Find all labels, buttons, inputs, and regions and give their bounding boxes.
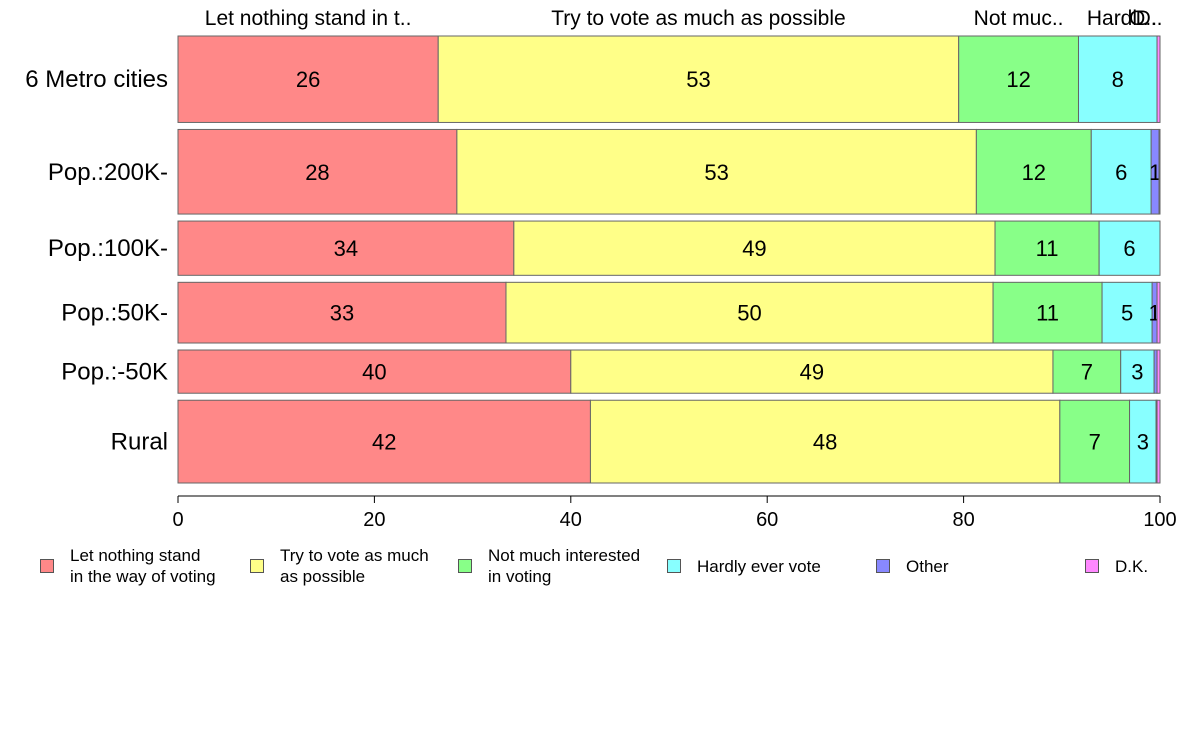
bar-segment (994, 220, 1100, 276)
segment-top-labels: Let nothing stand in t.. Try to vote as m… (205, 7, 1163, 30)
data-label: 6 (1123, 236, 1135, 261)
bar-segment (513, 220, 996, 276)
bar-segment (992, 281, 1103, 344)
segment-top-label: D.. (1136, 7, 1163, 30)
bar-segment (456, 128, 977, 215)
data-label: 33 (330, 301, 354, 326)
bar-row: 28 53 12 6 1 Pop.:200K- (48, 128, 1161, 215)
bar-segment (1120, 349, 1155, 394)
legend-swatch (876, 559, 890, 573)
legend-swatch (250, 559, 264, 573)
data-label: 7 (1081, 360, 1093, 385)
data-label: 1 (1149, 160, 1161, 185)
data-label: 42 (372, 430, 396, 455)
x-tick-label: 20 (363, 509, 385, 531)
bar-segment (177, 128, 458, 215)
x-tick-label: 60 (756, 509, 778, 531)
data-label: 50 (737, 301, 761, 326)
bar-segment (1129, 399, 1157, 484)
data-label: 5 (1121, 301, 1133, 326)
legend-item: D.K. (1085, 544, 1148, 588)
bar-segment (1158, 128, 1161, 215)
legend-item: Try to vote as much as possible (250, 544, 429, 588)
legend-item: Other (876, 544, 949, 588)
category-label: Pop.:-50K (61, 359, 168, 386)
legend-label: Try to vote as much as possible (280, 546, 429, 586)
bar-row: 40 49 7 3 Pop.:-50K (61, 349, 1161, 394)
bar-segment (1156, 399, 1161, 484)
segment-top-label: Try to vote as much as possible (551, 7, 846, 30)
bar-segment (1156, 349, 1161, 394)
data-label: 8 (1112, 67, 1124, 92)
data-label: 11 (1036, 301, 1059, 326)
legend: Let nothing stand in the way of voting Tr… (0, 544, 1188, 594)
data-label: 53 (686, 67, 710, 92)
bar-segment (589, 399, 1061, 484)
bar-segment (177, 349, 572, 394)
bar-segment (1090, 128, 1152, 215)
bar-segment (958, 35, 1079, 123)
x-tick-label: 100 (1143, 509, 1176, 531)
bar-segment (1156, 35, 1161, 123)
category-label: Pop.:200K- (48, 159, 168, 186)
x-tick-label: 40 (560, 509, 582, 531)
bar-segment (975, 128, 1092, 215)
data-label: 26 (296, 67, 320, 92)
data-label: 49 (800, 360, 824, 385)
x-tick-label: 80 (952, 509, 974, 531)
legend-label: D.K. (1115, 556, 1149, 576)
bar-segment (505, 281, 994, 344)
data-label: 34 (334, 236, 358, 261)
legend-swatch (40, 559, 54, 573)
legend-item: Not much interested in voting (458, 544, 640, 588)
data-label: 3 (1131, 360, 1143, 385)
data-label: 40 (362, 360, 386, 385)
data-label: 48 (813, 430, 837, 455)
bar-segment (1156, 281, 1161, 344)
stacked-bar-chart: Let nothing stand in t.. Try to vote as m… (25, 7, 1177, 531)
data-label: 6 (1115, 160, 1127, 185)
legend-label: Other (906, 556, 949, 576)
bar-segment (1101, 281, 1153, 344)
bar-segment (1077, 35, 1158, 123)
segment-top-label: Let nothing stand in t.. (205, 7, 412, 30)
legend-swatch (667, 559, 681, 573)
data-label: 28 (305, 160, 329, 185)
segment-top-label: Not muc.. (974, 7, 1064, 30)
bar-row: 42 48 7 3 Rural (111, 399, 1161, 484)
legend-swatch (458, 559, 472, 573)
bar-segment (1098, 220, 1161, 276)
data-label: 12 (1022, 160, 1046, 185)
legend-item: Let nothing stand in the way of voting (40, 544, 216, 588)
segment-top-label: Hardl.. (1087, 7, 1149, 30)
bar-row: 34 49 11 6 Pop.:100K- (48, 220, 1161, 276)
bar-segment (177, 35, 439, 123)
bar-row: 26 53 12 8 6 Metro cities (25, 35, 1161, 123)
data-label: 3 (1137, 430, 1149, 455)
category-label: Pop.:100K- (48, 235, 168, 262)
data-label: 11 (1036, 236, 1059, 261)
legend-label: Let nothing stand in the way of voting (70, 546, 216, 586)
bar-segment (177, 281, 507, 344)
bar-segment (1052, 349, 1122, 394)
data-label: 7 (1089, 430, 1101, 455)
category-label: Pop.:50K- (61, 300, 168, 327)
bar-segment (1059, 399, 1131, 484)
category-label: Rural (111, 429, 168, 456)
legend-item: Hardly ever vote (667, 544, 821, 588)
legend-label: Hardly ever vote (697, 556, 821, 576)
bar-segment (177, 399, 591, 484)
bar-segment (570, 349, 1054, 394)
segment-top-label: O.. (1129, 7, 1157, 30)
legend-label: Not much interested in voting (488, 546, 641, 586)
x-tick-label: 0 (172, 509, 183, 531)
data-label: 49 (742, 236, 766, 261)
x-axis: 0 20 40 60 80 100 (172, 495, 1177, 531)
legend-swatch (1085, 559, 1099, 573)
data-label: 12 (1006, 67, 1030, 92)
data-label: 53 (704, 160, 728, 185)
category-label: 6 Metro cities (25, 66, 168, 93)
